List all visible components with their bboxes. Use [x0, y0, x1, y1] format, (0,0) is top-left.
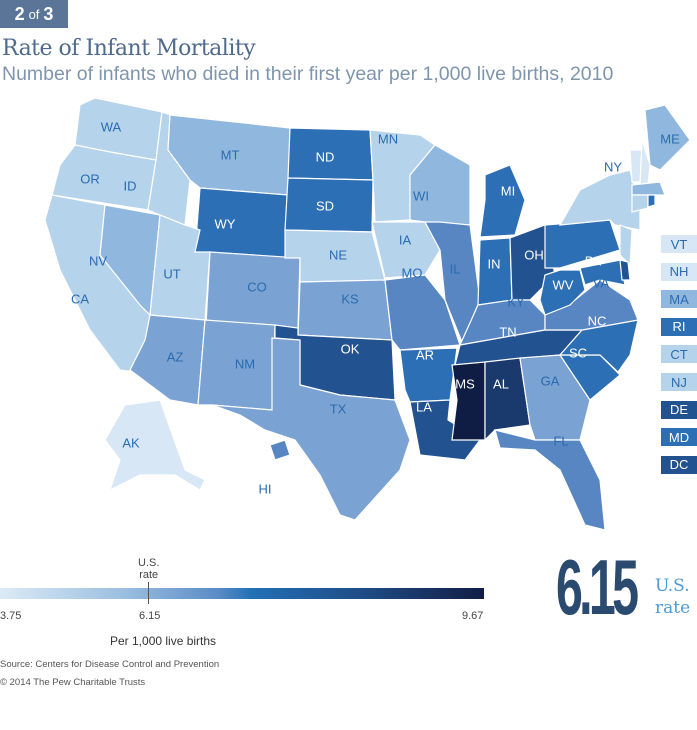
state-label-mi: MI — [501, 183, 515, 198]
state-label-ok: OK — [341, 341, 360, 356]
state-label-nm: NM — [235, 356, 255, 371]
state-ri — [647, 194, 656, 208]
headline-rate-value: 6.15 — [556, 543, 639, 631]
state-me — [644, 104, 691, 171]
state-ks — [297, 279, 393, 341]
page-indicator-badge: 2 of 3 — [0, 0, 68, 28]
state-de — [619, 259, 631, 281]
state-label-ky: KY — [507, 294, 525, 309]
side-state-nh: NH — [661, 262, 697, 281]
state-label-ms: MS — [455, 376, 475, 391]
state-label-ia: IA — [399, 232, 412, 247]
state-label-me: ME — [660, 131, 680, 146]
page-title: Rate of Infant Mortality — [2, 36, 256, 61]
side-state-dc: DC — [661, 455, 697, 474]
state-label-nc: NC — [588, 313, 607, 328]
us-rate-tick — [148, 582, 149, 604]
us-rate-label-line1: U.S. — [138, 557, 160, 569]
state-label-ny: NY — [604, 159, 622, 174]
state-label-wy: WY — [215, 216, 236, 231]
state-label-mt: MT — [221, 147, 240, 162]
headline-label-line2: rate — [655, 598, 691, 618]
state-label-wv: WV — [553, 277, 574, 292]
copyright-note: © 2014 The Pew Charitable Trusts — [0, 677, 146, 688]
state-label-wi: WI — [413, 188, 429, 203]
headline-rate-label: U.S. rate — [655, 575, 690, 619]
state-label-ak: AK — [122, 435, 140, 450]
state-label-az: AZ — [167, 349, 184, 364]
state-ct — [631, 194, 649, 213]
of-label: of — [28, 6, 40, 22]
state-label-in: IN — [488, 256, 501, 271]
state-wy — [194, 187, 289, 261]
color-scale-bar — [0, 588, 484, 599]
state-ny — [558, 169, 641, 231]
us-rate-label-line2: rate — [139, 569, 159, 581]
side-state-de: DE — [661, 400, 697, 419]
state-ma — [631, 181, 666, 196]
headline-label-line1: U.S. — [655, 576, 690, 596]
state-label-oh: OH — [524, 247, 544, 262]
current-page: 2 — [14, 3, 25, 24]
state-label-tx: TX — [330, 401, 347, 416]
state-nj — [619, 224, 633, 267]
state-label-la: LA — [416, 399, 432, 414]
state-label-ar: AR — [416, 347, 434, 362]
scale-min: 3.75 — [0, 610, 22, 622]
state-label-sd: SD — [316, 198, 334, 213]
state-hi — [269, 439, 291, 461]
state-label-mn: MN — [378, 131, 398, 146]
us-rate-marker-label: U.S. rate — [138, 557, 159, 581]
state-label-mo: MO — [402, 265, 423, 280]
state-label-il: IL — [450, 261, 461, 276]
state-label-nd: ND — [316, 149, 335, 164]
state-label-ks: KS — [341, 291, 359, 306]
state-fl — [494, 429, 606, 531]
side-state-ct: CT — [661, 345, 697, 364]
state-mi — [479, 164, 526, 238]
state-label-al: AL — [493, 376, 509, 391]
state-label-or: OR — [80, 171, 100, 186]
state-label-nv: NV — [89, 253, 107, 268]
state-tx — [211, 337, 411, 521]
state-nv — [99, 204, 161, 317]
side-state-ri: RI — [661, 317, 697, 336]
state-label-hi: HI — [259, 481, 272, 496]
state-label-wa: WA — [101, 119, 122, 134]
state-md — [579, 259, 626, 286]
state-ms — [451, 361, 486, 441]
side-state-vt: VT — [661, 235, 697, 253]
state-label-ca: CA — [71, 291, 89, 306]
page-subtitle: Number of infants who died in their firs… — [2, 63, 614, 85]
side-state-ma: MA — [661, 290, 697, 309]
state-label-tn: TN — [499, 324, 516, 339]
state-wv — [539, 269, 586, 316]
scale-max: 9.67 — [462, 610, 484, 622]
scale-unit: Per 1,000 live births — [110, 634, 217, 648]
us-choropleth-map: WA OR CA NV ID MT WY UT AZ CO NM ND SD NE KS OK TX MN IA MO… — [44, 97, 691, 531]
state-label-ne: NE — [329, 247, 347, 262]
state-ak — [104, 399, 206, 492]
state-label-id: ID — [124, 178, 137, 193]
state-label-fl: FL — [553, 433, 568, 448]
source-note: Source: Centers for Disease Control and … — [0, 659, 220, 670]
total-pages: 3 — [43, 3, 54, 24]
state-il — [423, 221, 481, 344]
state-ia — [371, 221, 441, 279]
state-label-pa: PA — [585, 253, 602, 268]
scale-mid: 6.15 — [139, 610, 161, 622]
side-state-md: MD — [661, 428, 697, 447]
state-pa — [544, 219, 621, 269]
state-label-co: CO — [247, 279, 267, 294]
side-state-nj: NJ — [661, 373, 697, 391]
state-label-ut: UT — [163, 266, 180, 281]
state-label-sc: SC — [569, 345, 587, 360]
state-label-ga: GA — [541, 373, 560, 388]
state-label-va: VA — [593, 275, 610, 290]
state-al — [484, 357, 531, 442]
